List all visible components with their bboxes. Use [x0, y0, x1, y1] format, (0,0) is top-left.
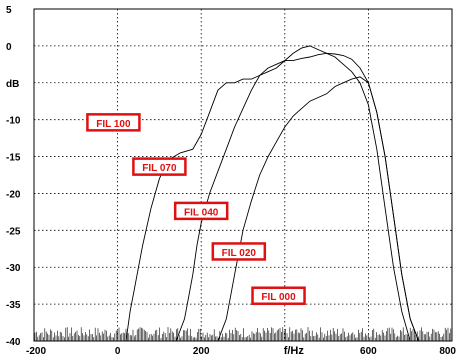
plot-frame	[33, 8, 453, 342]
y-tick-label: -30	[6, 263, 21, 274]
y-tick-label: 0	[6, 42, 12, 53]
series-label: FIL 020	[222, 248, 257, 259]
series-label: FIL 070	[142, 163, 177, 174]
x-tick-label: 200	[193, 346, 210, 357]
x-tick-label: 600	[360, 346, 377, 357]
series-label: FIL 040	[184, 207, 219, 218]
x-tick-label: 800	[439, 346, 456, 357]
y-tick-label: -35	[6, 300, 21, 311]
x-tick-label: 0	[115, 346, 121, 357]
series-label-box	[86, 113, 141, 132]
series-labels: FIL 100 FIL 070 FIL 040 FIL 020 FIL 000	[86, 113, 306, 305]
series-line	[34, 45, 452, 342]
noise-floor	[34, 327, 452, 341]
series-label-box	[251, 286, 306, 305]
series-label-box	[211, 242, 267, 261]
x-axis-label: f/Hz	[284, 345, 305, 357]
series-line	[34, 52, 452, 342]
grid	[33, 8, 453, 342]
y-tick-label: -25	[6, 226, 21, 237]
series-label: FIL 000	[261, 292, 296, 303]
x-tick-label: -200	[26, 346, 46, 357]
y-tick-label: -15	[6, 153, 21, 164]
series-label-box	[132, 157, 187, 176]
y-tick-label: 5	[6, 5, 12, 16]
y-tick-label: -40	[6, 337, 21, 348]
y-tick-label: -10	[6, 116, 21, 127]
series-label-box	[173, 201, 229, 221]
tick-labels: -200 0 200 600 800 5 0 dB -10 -15 -20 -25 -30 -35 -40	[6, 5, 456, 357]
y-tick-label: -20	[6, 189, 21, 200]
series-label: FIL 100	[96, 119, 131, 130]
y-tick-label: dB	[6, 79, 19, 90]
